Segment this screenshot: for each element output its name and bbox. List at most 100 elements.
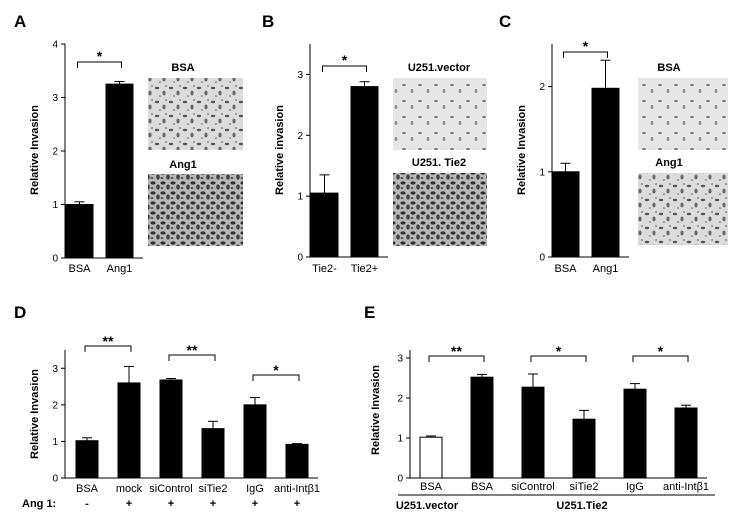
bar-e-5 <box>674 407 698 479</box>
micrograph-a-ang1 <box>148 174 243 246</box>
y-tick-label-d-1: 1 <box>52 437 58 448</box>
row-label-d: Ang 1: <box>22 498 56 510</box>
charts-layer: 0 1 2 3 4 Relative Invasion BSA Ang1 * 0 1 2 3 Relati… <box>22 38 715 512</box>
bar-d-3 <box>201 428 225 479</box>
significance-bracket-e-0 <box>428 355 485 362</box>
bar-d-4 <box>243 404 267 479</box>
category-label-d-2: siControl <box>149 483 192 495</box>
micrograph-b-tie2 <box>393 173 487 246</box>
y-tick-label-d-2: 2 <box>52 400 58 411</box>
micrograph-label-a-top: BSA <box>171 62 194 74</box>
category-label-b-1: Tie2+ <box>351 263 378 275</box>
micrograph-label-c-bottom: Ang1 <box>655 157 683 169</box>
bar-c-0 <box>551 171 580 258</box>
category-label-d-0: BSA <box>76 483 99 495</box>
category-label-d-4: IgG <box>246 483 264 495</box>
significance-bracket-e-1 <box>530 355 587 362</box>
category-label-c-1: Ang1 <box>593 263 619 275</box>
bar-e-2 <box>521 386 545 479</box>
bar-d-5 <box>285 443 309 479</box>
category-label-e-0: BSA <box>420 481 443 493</box>
micrograph-a-bsa <box>148 78 243 150</box>
y-tick-label-c-2: 2 <box>539 82 545 93</box>
micrograph-label-a-bottom: Ang1 <box>169 159 197 171</box>
row-value-d-3: + <box>210 498 216 510</box>
y-tick-label-b-0: 0 <box>297 253 303 264</box>
significance-bracket-a-0 <box>77 61 122 68</box>
row-value-d-2: + <box>168 498 174 510</box>
micrograph-b-vector <box>393 78 487 150</box>
category-label-e-5: anti-Intβ1 <box>663 481 709 493</box>
significance-bracket-c-0 <box>563 51 608 58</box>
bar-e-3 <box>572 418 596 479</box>
y-tick-label-b-3: 3 <box>297 70 303 81</box>
category-label-e-1: BSA <box>471 481 494 493</box>
significance-bracket-d-2 <box>252 374 300 381</box>
y-tick-label-a-2: 2 <box>52 147 58 158</box>
panel-label-b: B <box>262 12 274 31</box>
y-axis-label-b: Relative invasion <box>274 105 286 195</box>
y-axis-label-e: Relative Invasion <box>370 365 382 455</box>
bar-d-1 <box>117 382 141 479</box>
category-label-e-4: IgG <box>626 481 644 493</box>
significance-label-d-1: ** <box>187 342 198 358</box>
y-tick-label-b-1: 1 <box>297 192 303 203</box>
panel-label-d: D <box>14 303 26 322</box>
y-tick-label-a-1: 1 <box>52 200 58 211</box>
significance-label-d-0: ** <box>103 333 114 349</box>
micrograph-label-b-top: U251.vector <box>408 62 471 74</box>
bar-a-1 <box>105 83 134 259</box>
y-axis-label-d: Relative Invasion <box>29 369 41 459</box>
panel-label-a: A <box>14 12 26 31</box>
row-value-d-1: + <box>126 498 132 510</box>
row-value-d-0: - <box>85 498 89 510</box>
row-value-d-4: + <box>252 498 258 510</box>
category-label-e-2: siControl <box>511 481 554 493</box>
y-tick-label-e-0: 0 <box>397 474 403 485</box>
significance-label-c-0: * <box>583 38 589 54</box>
bar-e-4 <box>623 388 647 479</box>
micrograph-label-c-top: BSA <box>657 62 680 74</box>
micrograph-c-ang1 <box>638 173 728 245</box>
micrograph-label-b-bottom: U251. Tie2 <box>412 157 466 169</box>
category-label-d-1: mock <box>116 483 143 495</box>
micrograph-c-bsa <box>638 78 728 150</box>
y-axis-label-c: Relative Invasion <box>516 105 528 195</box>
bar-e-1 <box>470 376 494 479</box>
bar-c-1 <box>591 87 620 258</box>
category-label-e-3: siTie2 <box>570 481 599 493</box>
bar-e-0 <box>419 436 443 479</box>
category-label-a-0: BSA <box>68 263 91 275</box>
significance-bracket-d-0 <box>84 345 132 352</box>
y-tick-label-d-0: 0 <box>52 474 58 485</box>
y-tick-label-e-3: 3 <box>397 354 403 365</box>
bar-a-0 <box>65 204 94 259</box>
y-tick-label-c-0: 0 <box>539 253 545 264</box>
category-label-a-1: Ang1 <box>107 263 133 275</box>
panel-label-e: E <box>364 303 375 322</box>
significance-label-a-0: * <box>97 48 103 64</box>
panel-label-c: C <box>499 12 511 31</box>
category-label-c-0: BSA <box>554 263 577 275</box>
bar-d-2 <box>159 379 183 479</box>
bar-d-0 <box>75 440 99 479</box>
significance-label-e-2: * <box>658 343 664 359</box>
y-tick-label-a-3: 3 <box>52 93 58 104</box>
group-label-e-1: U251.Tie2 <box>556 500 607 512</box>
row-value-d-5: + <box>294 498 300 510</box>
significance-bracket-b-0 <box>322 65 367 72</box>
y-tick-label-d-3: 3 <box>52 364 58 375</box>
y-tick-label-e-2: 2 <box>397 394 403 405</box>
category-label-d-3: siTie2 <box>199 483 228 495</box>
significance-label-e-1: * <box>556 343 562 359</box>
significance-label-d-2: * <box>273 362 279 378</box>
group-label-e-0: U251.vector <box>396 500 459 512</box>
significance-bracket-d-1 <box>168 354 216 361</box>
y-tick-label-c-1: 1 <box>539 167 545 178</box>
y-tick-label-e-1: 1 <box>397 434 403 445</box>
significance-bracket-e-2 <box>632 355 689 362</box>
bar-b-1 <box>350 86 379 258</box>
y-axis-label-a: Relative Invasion <box>29 105 41 195</box>
significance-label-e-0: ** <box>451 343 462 359</box>
